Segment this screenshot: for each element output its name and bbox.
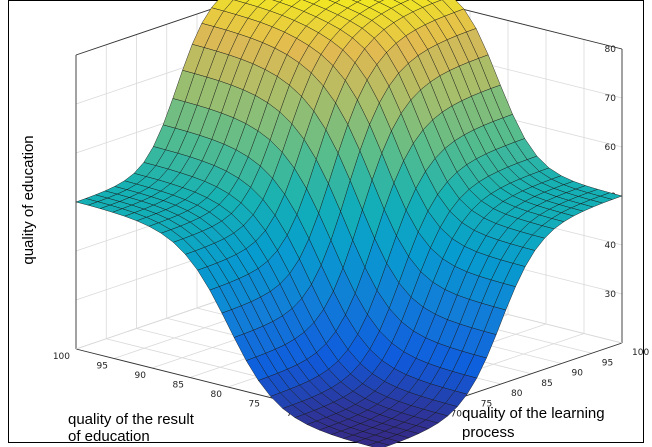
y-axis-label-line-1: quality of the learning bbox=[462, 405, 605, 422]
z-tick-label: 30 bbox=[605, 290, 617, 300]
x-tick-label: 80 bbox=[211, 390, 223, 400]
x-tick-label: 90 bbox=[135, 371, 147, 381]
z-tick-label: 60 bbox=[605, 143, 617, 153]
y-tick-label: 75 bbox=[481, 399, 492, 409]
x-tick-label: 100 bbox=[53, 352, 70, 362]
surface-cell bbox=[328, 0, 341, 3]
box-edge bbox=[424, 0, 623, 50]
y-tick-label: 90 bbox=[572, 369, 584, 379]
y-tick-label: 70 bbox=[451, 410, 463, 420]
y-axis-label-line-2: process bbox=[462, 424, 515, 441]
x-tick-label: 95 bbox=[97, 362, 108, 372]
surface-cell bbox=[351, 0, 362, 3]
z-tick-label: 80 bbox=[605, 45, 617, 55]
y-tick-label: 80 bbox=[511, 389, 523, 399]
y-tick-label: 85 bbox=[541, 379, 552, 389]
surface-mesh bbox=[75, 0, 623, 447]
x-tick-label: 85 bbox=[173, 381, 184, 391]
x-axis-label-line-1: quality of the result bbox=[68, 411, 195, 428]
y-tick-label: 100 bbox=[632, 348, 649, 358]
y-tick-label: 95 bbox=[602, 358, 613, 368]
z-axis-label: quality of education bbox=[20, 135, 37, 264]
x-tick-label: 75 bbox=[249, 400, 260, 410]
z-tick-label: 40 bbox=[605, 241, 617, 251]
surface-cell bbox=[373, 0, 384, 3]
box-edge bbox=[75, 0, 240, 56]
z-tick-label: 70 bbox=[605, 94, 617, 104]
x-axis-label-line-2: of education bbox=[68, 428, 150, 445]
